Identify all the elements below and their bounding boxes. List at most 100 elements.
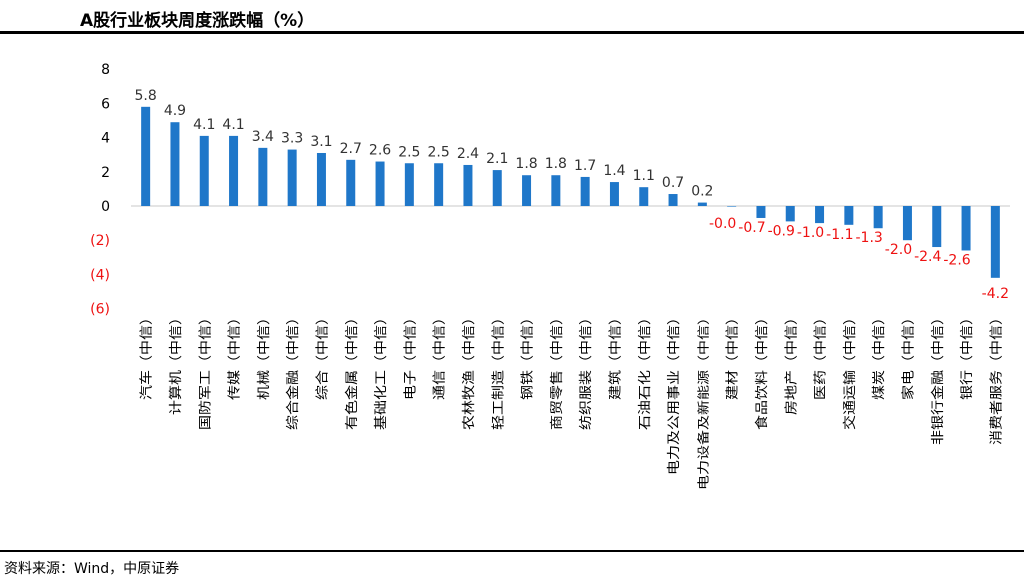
data-label: -0.9	[768, 223, 795, 239]
y-tick-label: 0	[101, 199, 110, 215]
category-label: 计算机（中信）	[169, 310, 184, 415]
bar	[492, 170, 502, 206]
y-tick-label: 2	[101, 165, 110, 181]
data-label: -2.4	[914, 249, 941, 265]
bar	[287, 149, 297, 206]
bar	[932, 206, 942, 248]
category-label: 通信（中信）	[433, 310, 448, 400]
bar	[229, 135, 239, 206]
bar-chart: 8 6 4 2 0 (2) (4) (6) 5.8 汽车（中信） 4.9 计算机（中信） 4.1 国防军工…	[90, 62, 1010, 490]
data-label: 2.7	[340, 141, 362, 157]
bar	[961, 206, 971, 251]
category-label: 煤炭（中信）	[872, 310, 887, 400]
category-label: 钢铁（中信）	[521, 310, 536, 400]
bottom-rule	[0, 550, 1024, 552]
data-label: 0.2	[691, 184, 713, 200]
y-tick-label: 6	[101, 96, 110, 112]
data-label: -0.0	[709, 216, 736, 232]
category-label: 房地产（中信）	[783, 310, 799, 415]
category-label: 轻工制造（中信）	[491, 310, 506, 430]
data-label: 1.4	[603, 163, 625, 179]
category-label: 家电（中信）	[900, 310, 916, 400]
top-rule	[0, 31, 1024, 34]
data-label: 2.4	[457, 146, 479, 162]
category-label: 综合金融（中信）	[285, 310, 301, 430]
category-label: 电力及公用事业（中信）	[667, 310, 682, 475]
data-label: -1.1	[826, 227, 853, 243]
category-label: 综合（中信）	[315, 310, 330, 400]
data-label: -1.0	[797, 225, 824, 241]
data-label: 2.5	[398, 144, 420, 160]
data-label: 3.1	[310, 134, 332, 150]
data-label: 1.1	[633, 168, 655, 184]
data-label: 1.7	[574, 158, 596, 174]
y-tick-label: (4)	[90, 267, 110, 283]
data-label: -4.2	[982, 286, 1009, 302]
data-label: 0.7	[662, 175, 684, 191]
bar	[668, 194, 678, 206]
category-label: 建材（中信）	[726, 310, 741, 400]
category-label: 国防军工（中信）	[197, 310, 213, 430]
data-label: 1.8	[545, 156, 567, 172]
data-label: 3.4	[252, 129, 274, 145]
y-tick-label: 4	[101, 131, 110, 147]
bar	[727, 206, 737, 207]
data-label: 4.9	[164, 103, 186, 119]
bar	[170, 122, 180, 206]
bar	[697, 202, 707, 206]
data-label: 5.8	[135, 88, 157, 104]
y-tick-label: (2)	[90, 233, 110, 249]
bar	[902, 206, 912, 241]
category-label: 石油石化（中信）	[638, 310, 653, 430]
data-label: 2.6	[369, 143, 391, 159]
bar	[639, 187, 649, 206]
category-label: 商贸零售（中信）	[549, 310, 565, 430]
y-tick-label: (6)	[90, 302, 110, 318]
bar	[609, 182, 619, 206]
bar	[990, 206, 1000, 278]
bar	[815, 206, 825, 224]
category-label: 农林牧渔（中信）	[462, 310, 477, 430]
category-label: 银行（中信）	[960, 310, 975, 400]
bar	[258, 147, 268, 206]
bar	[522, 175, 532, 206]
data-label: 4.1	[193, 117, 215, 133]
bar	[404, 163, 414, 206]
category-label: 电子（中信）	[403, 310, 418, 400]
bar	[316, 152, 326, 206]
category-label: 交通运输（中信）	[842, 310, 858, 430]
data-label: -2.6	[943, 252, 970, 268]
bar	[141, 106, 151, 206]
category-label: 机械（中信）	[257, 310, 272, 400]
bar	[375, 161, 385, 206]
category-label: 有色金属（中信）	[344, 310, 360, 430]
data-label: -0.7	[738, 220, 765, 236]
bar	[580, 176, 590, 206]
data-label: 4.1	[222, 117, 244, 133]
data-label: 2.1	[486, 151, 508, 167]
category-label: 纺织服装（中信）	[579, 310, 594, 430]
data-label: -2.0	[885, 242, 912, 258]
bar	[844, 206, 854, 225]
bar	[346, 159, 356, 206]
category-label: 消费者服务（中信）	[988, 310, 1004, 445]
category-label: 食品饮料（中信）	[754, 310, 770, 430]
category-label: 基础化工（中信）	[374, 310, 389, 430]
category-label: 汽车（中信）	[139, 310, 155, 400]
chart-title: A股行业板块周度涨跌幅（%）	[80, 11, 315, 31]
data-label: -1.3	[855, 230, 882, 246]
source-note: 资料来源：Wind，中原证券	[4, 561, 180, 577]
data-label: 1.8	[515, 156, 537, 172]
y-tick-label: 8	[101, 62, 110, 78]
bar	[463, 164, 473, 206]
data-label: 3.3	[281, 131, 303, 147]
bar	[551, 175, 561, 206]
category-label: 建筑（中信）	[607, 310, 623, 400]
bar	[873, 206, 883, 229]
category-label: 医药（中信）	[814, 310, 829, 400]
category-label: 电力设备及新能源（中信）	[695, 310, 710, 490]
bar	[434, 163, 444, 206]
bar	[756, 206, 766, 218]
bar	[199, 135, 209, 206]
category-label: 非银行金融（中信）	[930, 310, 946, 445]
